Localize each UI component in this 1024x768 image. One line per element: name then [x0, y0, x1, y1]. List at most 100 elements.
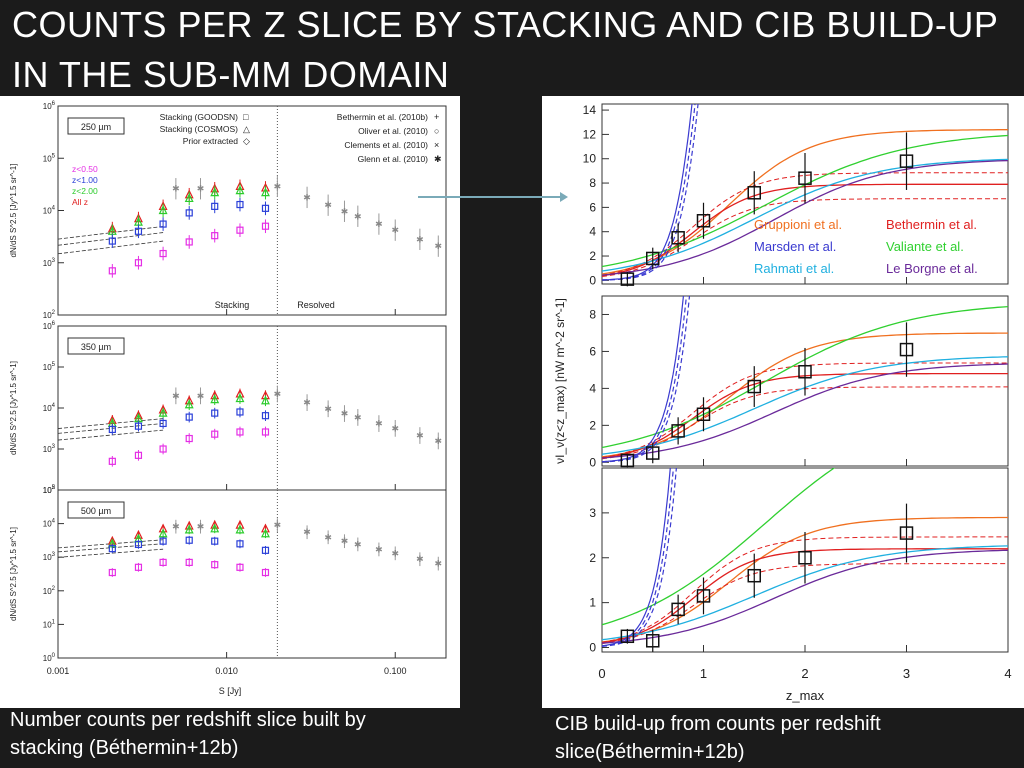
- x-tick-label: 1: [700, 666, 707, 681]
- leborgne-curve: [602, 363, 1008, 459]
- legend-symbol: △: [243, 124, 250, 134]
- data-point: [158, 528, 168, 538]
- literature-point: ✱: [354, 412, 362, 422]
- legend-entry: Stacking (GOODSN): [160, 112, 239, 122]
- literature-point: ✱: [435, 559, 443, 569]
- y-tick-label: 14: [583, 103, 597, 117]
- literature-point: ✱: [197, 184, 205, 194]
- literature-point: ✱: [416, 554, 424, 564]
- stacking-label: Stacking: [215, 300, 250, 310]
- literature-point: ✱: [324, 200, 332, 210]
- x-tick-label: 2: [801, 666, 808, 681]
- legend-entry: Bethermin et al. (2010b): [337, 112, 428, 122]
- y-tick-label: 8: [589, 176, 596, 190]
- literature-point: ✱: [375, 544, 383, 554]
- x-tick-label: 4: [1004, 666, 1011, 681]
- data-point: [899, 342, 914, 357]
- literature-point: ✱: [375, 219, 383, 229]
- y-tick-label: 105: [43, 153, 56, 163]
- legend-entry: Marsden et al.: [754, 239, 836, 254]
- data-point: [235, 393, 245, 403]
- right-caption: CIB build-up from counts per redshift sl…: [555, 713, 881, 763]
- data-point: [261, 546, 270, 554]
- data-point: [620, 629, 635, 644]
- data-point: [261, 187, 270, 197]
- literature-point: ✱: [324, 532, 332, 542]
- y-tick-label: 3: [589, 506, 596, 520]
- literature-point: ✱: [391, 423, 399, 433]
- data-point: [211, 202, 219, 210]
- data-point: [134, 227, 143, 235]
- data-point: [261, 222, 270, 230]
- y-tick-label: 8: [589, 307, 596, 321]
- panel-label: 350 µm: [81, 342, 111, 352]
- literature-point: ✱: [197, 522, 205, 532]
- legend-symbol: ✱: [434, 154, 442, 164]
- y-axis-label: dN/dS S^2.5 [Jy^1.5 sr^-1]: [9, 527, 18, 621]
- data-point: [671, 602, 685, 617]
- leborgne-curve: [602, 159, 1008, 276]
- data-point: [261, 568, 270, 577]
- literature-point: ✱: [172, 522, 180, 532]
- x-axis-label: z_max: [786, 688, 825, 703]
- legend-entry: Clements et al. (2010): [344, 140, 428, 150]
- y-tick-label: 102: [43, 310, 56, 320]
- data-point: [210, 187, 220, 197]
- data-point: [185, 558, 193, 567]
- data-point: [211, 232, 219, 240]
- data-point: [620, 272, 635, 286]
- x-tick-label: 0: [598, 666, 605, 681]
- y-axis-label: dN/dS S^2.5 [Jy^1.5 sr^-1]: [9, 164, 18, 258]
- x-tick-label: 0.100: [384, 666, 407, 676]
- literature-point: ✱: [303, 398, 311, 408]
- data-point: [747, 379, 761, 394]
- y-tick-label: 104: [43, 519, 56, 529]
- y-tick-label: 104: [43, 403, 56, 413]
- y-tick-label: 4: [589, 225, 596, 239]
- literature-point: ✱: [197, 391, 205, 401]
- legend-entry: Glenn et al. (2010): [358, 154, 429, 164]
- legend-entry: Oliver et al. (2010): [358, 126, 428, 136]
- data-point: [211, 561, 219, 569]
- panel-label: 500 µm: [81, 506, 111, 516]
- literature-point: ✱: [274, 181, 282, 191]
- literature-point: ✱: [172, 184, 180, 194]
- y-tick-label: 0: [589, 273, 596, 287]
- legend-z-entry: z<0.50: [72, 164, 98, 174]
- literature-point: ✱: [391, 225, 399, 235]
- data-point: [108, 237, 116, 245]
- data-point: [236, 563, 244, 571]
- legend: Stacking (GOODSN) □ Stacking (COSMOS) △ Prio…: [72, 112, 442, 207]
- data-point: [210, 394, 220, 404]
- data-point: [235, 524, 245, 534]
- legend-z-entry: z<1.00: [72, 175, 98, 185]
- data-point: [159, 249, 167, 258]
- legend-entry: Bethermin et al.: [886, 217, 977, 232]
- data-point: [108, 568, 116, 577]
- data-point: [159, 445, 167, 453]
- data-point: [159, 537, 167, 545]
- panel-frame: [57, 489, 447, 659]
- data-point: [899, 154, 914, 168]
- literature-point: ✱: [416, 234, 424, 244]
- panel-frame: [57, 105, 447, 316]
- literature-point: ✱: [416, 431, 424, 441]
- literature-point: ✱: [341, 536, 349, 546]
- marsden-curve: [602, 468, 671, 647]
- literature-point: ✱: [354, 539, 362, 549]
- legend-entry: Rahmati et al.: [754, 261, 834, 276]
- data-point: [108, 545, 116, 553]
- data-point: [798, 171, 812, 185]
- marsden-curve: [602, 296, 691, 463]
- marsden-curve: [602, 468, 677, 647]
- slide-title: COUNTS PER Z SLICE BY STACKING AND CIB B…: [12, 4, 998, 95]
- left-caption: Number counts per redshift slice built b…: [10, 709, 366, 759]
- y-tick-label: 1: [589, 596, 596, 610]
- legend-z-entry: z<2.00: [72, 186, 98, 196]
- data-point: [235, 185, 245, 195]
- data-point: [185, 434, 193, 443]
- literature-point: ✱: [341, 206, 349, 216]
- literature-point: ✱: [435, 241, 443, 251]
- data-point: [646, 634, 660, 648]
- panel-label-box: [67, 501, 125, 519]
